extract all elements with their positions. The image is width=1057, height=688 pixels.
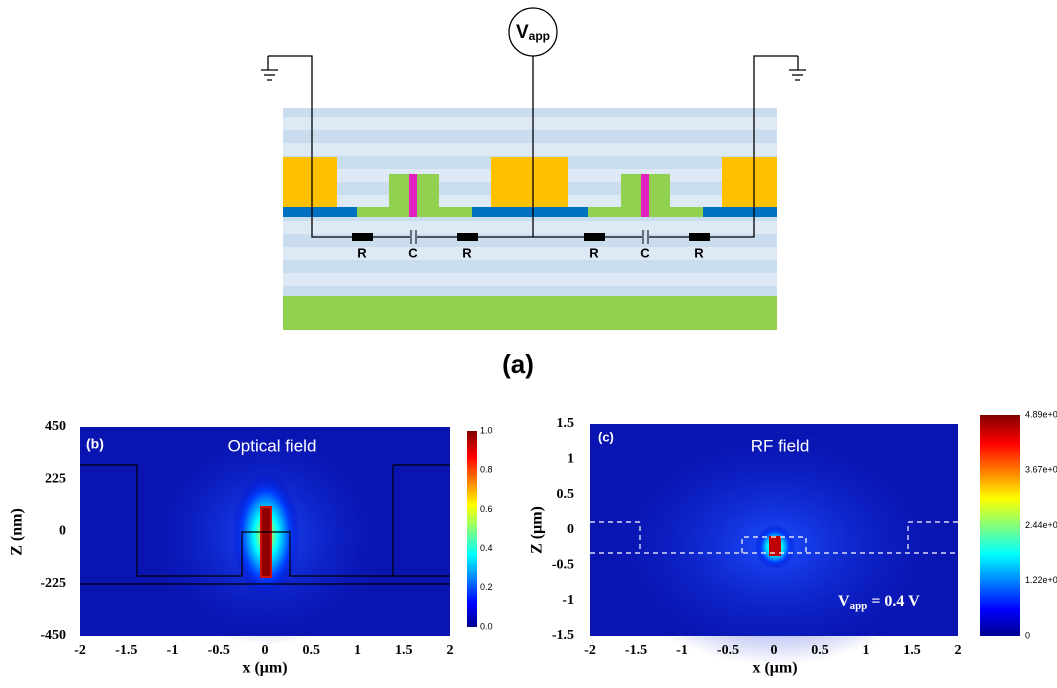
- y-axis-label: Z (μm): [529, 506, 546, 554]
- annotation-text: = 0.4 V: [871, 593, 920, 610]
- annotation: Vapp = 0.4 V: [838, 593, 920, 612]
- y-tick-label: 0: [59, 524, 66, 539]
- x-tick-label: 1: [863, 643, 870, 658]
- component-label: R: [462, 245, 472, 260]
- y-tick-label: 225: [45, 471, 66, 486]
- colorbar-tick-label: 0.2: [480, 582, 493, 592]
- y-tick-label: -1: [562, 593, 574, 608]
- colorbar-tick-label: 0: [1025, 630, 1030, 640]
- colorbar-tick-label: 0.4: [480, 543, 493, 553]
- x-axis-label: x (μm): [242, 660, 287, 677]
- optical-field-plot: (b) Optical field x (μm) Z (nm): [9, 425, 477, 677]
- field-core: [769, 536, 781, 556]
- structure-outline: [590, 521, 958, 554]
- substrate: [283, 296, 777, 330]
- x-tick-label: 2: [447, 643, 454, 658]
- source-subscript: app: [529, 29, 550, 43]
- electrodes: [283, 157, 777, 207]
- colorbar: [467, 431, 477, 627]
- panel-label: (c): [598, 429, 614, 444]
- x-tick-label: -2: [584, 643, 596, 658]
- x-tick-label: 1.5: [395, 643, 413, 658]
- x-tick-label: 0: [262, 643, 269, 658]
- plot-title: Optical field: [228, 436, 317, 455]
- component-label: R: [357, 245, 367, 260]
- colorbar-tick-label: 4.89e+006: [1025, 409, 1057, 419]
- x-tick-label: -1.5: [115, 643, 137, 658]
- colorbar-tick-label: 0.0: [480, 621, 493, 631]
- source-symbol: V: [516, 22, 529, 43]
- rf-field-plot: (c) RF field Vapp = 0.4 V x (μm) Z (μm): [529, 415, 1020, 677]
- y-tick-label: 0: [567, 522, 574, 537]
- colorbar: [980, 415, 1020, 636]
- y-tick-label: -225: [40, 576, 66, 591]
- x-tick-label: 0.5: [811, 643, 829, 658]
- field-core-inner: [262, 508, 270, 576]
- junctions: [409, 174, 649, 217]
- colorbar-tick-label: 0.8: [480, 465, 493, 475]
- colorbar-tick-label: 1.0: [480, 425, 493, 435]
- y-tick-label: 1: [567, 452, 574, 467]
- annotation-symbol: V: [838, 593, 850, 610]
- colorbar-tick-label: 2.44e+006: [1025, 520, 1057, 530]
- x-tick-label: 1.5: [903, 643, 921, 658]
- panel-label: (a): [502, 349, 534, 379]
- x-tick-label: -1: [676, 643, 688, 658]
- x-tick-label: -2: [74, 643, 86, 658]
- structure-outline: [80, 464, 450, 585]
- panel-label: (b): [86, 436, 104, 452]
- x-tick-label: -0.5: [208, 643, 230, 658]
- x-tick-label: 1: [354, 643, 361, 658]
- slab: [283, 207, 777, 217]
- colorbar-tick-label: 3.67e+006: [1025, 465, 1057, 475]
- x-tick-label: -1: [167, 643, 179, 658]
- component-label: C: [640, 245, 650, 260]
- y-tick-label: -1.5: [552, 628, 574, 643]
- y-axis-label: Z (nm): [9, 508, 26, 556]
- component-label: R: [694, 245, 704, 260]
- cladding: [283, 108, 777, 330]
- plot-title: RF field: [751, 436, 810, 455]
- capacitors: [410, 230, 649, 244]
- colorbar-tick-label: 1.22e+006: [1025, 575, 1057, 585]
- y-tick-label: 0.5: [557, 487, 575, 502]
- resistors: [352, 233, 710, 241]
- y-tick-label: -0.5: [552, 558, 574, 573]
- component-label: C: [408, 245, 418, 260]
- colorbar-tick-label: 0.6: [480, 504, 493, 514]
- circuit: [261, 7, 806, 238]
- y-tick-label: 1.5: [557, 416, 575, 431]
- device-diagram: Vapp (a): [261, 7, 806, 379]
- y-tick-label: -450: [40, 628, 66, 643]
- source-label: Vapp: [516, 22, 550, 43]
- component-label: R: [589, 245, 599, 260]
- x-tick-label: 0: [771, 643, 778, 658]
- y-tick-label: 450: [45, 419, 66, 434]
- annotation-subscript: app: [850, 600, 868, 612]
- x-tick-label: 0.5: [303, 643, 321, 658]
- x-tick-label: -1.5: [625, 643, 647, 658]
- x-tick-label: 2: [955, 643, 962, 658]
- x-tick-label: -0.5: [717, 643, 739, 658]
- x-axis-label: x (μm): [752, 660, 797, 677]
